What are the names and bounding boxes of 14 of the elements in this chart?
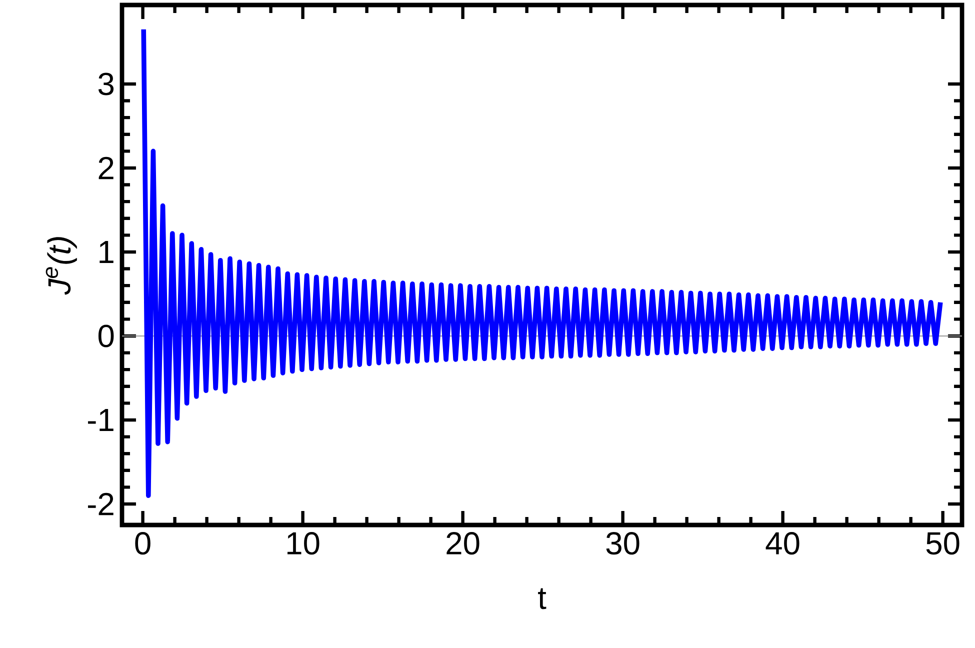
y-tick-label: 3 (98, 72, 114, 96)
x-axis-title: t (538, 588, 546, 610)
y-tick-label: 1 (100, 241, 114, 263)
y-axis-title: J$^{e}$(t) (46, 237, 77, 295)
x-tick-label: 40 (766, 532, 800, 555)
x-tick-label: 10 (288, 532, 320, 555)
x-tick-label: 30 (606, 532, 640, 555)
x-tick-label: 0 (135, 532, 150, 555)
y-tick-label: 2 (98, 156, 114, 180)
x-tick-label: 50 (926, 532, 960, 555)
y-tick-label: -1 (88, 409, 114, 431)
x-tick-label: 20 (446, 532, 480, 555)
y-tick-label: 0 (98, 324, 114, 348)
y-tick-label: -2 (88, 492, 114, 516)
